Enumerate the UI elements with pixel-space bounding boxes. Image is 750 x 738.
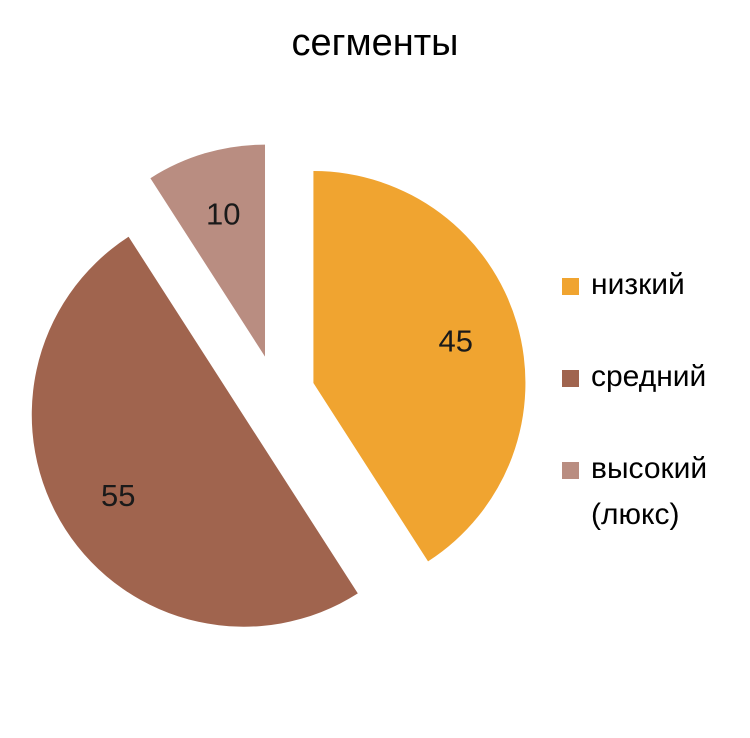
legend-item-high: высокий (люкс)	[562, 446, 747, 538]
data-label-high: 10	[206, 197, 240, 232]
chart-legend: низкий средний высокий (люкс)	[562, 262, 747, 584]
pie-slice-medium	[31, 236, 358, 627]
data-label-medium: 55	[101, 478, 135, 513]
legend-item-medium: средний	[562, 354, 747, 400]
pie-slice-low	[313, 171, 526, 562]
legend-swatch-low	[562, 278, 579, 295]
legend-label-low: низкий	[591, 268, 685, 301]
legend-label-medium: средний	[591, 360, 707, 393]
chart-title: сегменты	[291, 22, 459, 64]
legend-item-low: низкий	[562, 262, 747, 308]
pie-slice-high	[150, 144, 266, 357]
legend-label-high: высокий (люкс)	[591, 452, 708, 531]
legend-swatch-medium	[562, 370, 579, 387]
data-label-low: 45	[439, 324, 473, 359]
legend-swatch-high	[562, 462, 579, 479]
